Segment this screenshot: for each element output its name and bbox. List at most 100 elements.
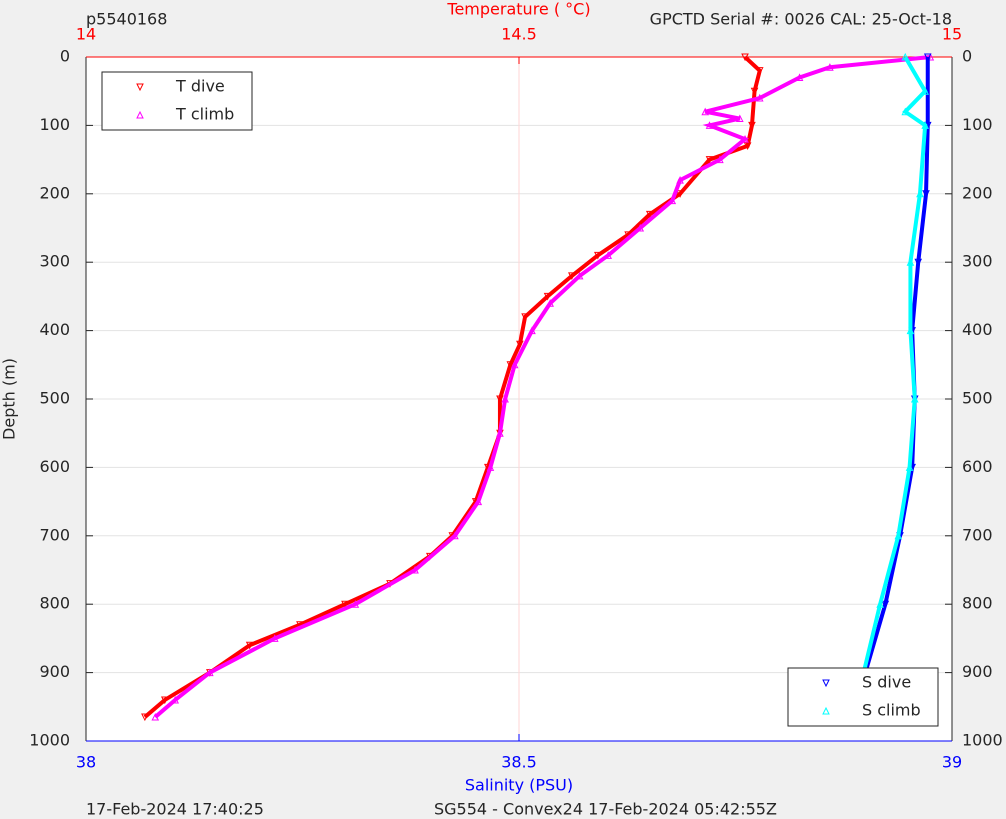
data-point: [748, 121, 756, 130]
data-point: [516, 340, 524, 349]
data-point: [906, 258, 915, 266]
data-point: [755, 67, 764, 75]
data-point: [705, 121, 714, 129]
data-point: [921, 87, 929, 95]
data-point: [593, 251, 602, 260]
data-point: [741, 53, 749, 62]
x2-axis-label: Temperature ( °C): [446, 0, 590, 19]
legend-label: T climb: [175, 105, 234, 124]
data-point: [141, 713, 149, 722]
x-tick-label: 38.5: [501, 753, 537, 772]
data-point: [575, 271, 584, 280]
data-point: [826, 63, 834, 71]
data-point: [521, 313, 529, 322]
data-point: [921, 121, 929, 129]
data-point: [736, 114, 744, 123]
data-point: [510, 360, 519, 369]
y2-tick-label: 0: [962, 47, 972, 66]
y-tick-label: 500: [39, 389, 70, 408]
data-point: [604, 251, 613, 259]
title-left: p5540168: [86, 10, 167, 29]
data-point: [486, 463, 495, 471]
y2-tick-label: 200: [962, 183, 993, 202]
y2-tick-label: 600: [962, 457, 993, 476]
data-point: [528, 326, 536, 335]
data-point: [910, 394, 919, 403]
data-point: [923, 53, 932, 62]
data-point: [543, 292, 552, 301]
y2-tick-label: 900: [962, 662, 993, 681]
data-point: [743, 142, 752, 151]
x-axis-label: Salinity (PSU): [465, 776, 573, 795]
data-point: [270, 634, 279, 642]
data-point: [701, 107, 709, 116]
data-point: [568, 272, 576, 280]
data-point: [906, 326, 915, 335]
series-trace: [853, 55, 928, 718]
data-point: [901, 107, 910, 116]
y-tick-label: 900: [39, 662, 70, 681]
data-point: [914, 258, 923, 267]
data-point: [151, 712, 160, 721]
y2-tick-label: 500: [962, 389, 993, 408]
data-point: [506, 361, 515, 369]
y-tick-label: 800: [39, 594, 70, 613]
data-point: [496, 395, 504, 404]
data-point: [451, 531, 459, 540]
y-tick-label: 600: [39, 457, 70, 476]
series-trace: [153, 55, 931, 719]
y-tick-label: 0: [60, 47, 70, 66]
legend-label: S dive: [862, 673, 911, 692]
data-point: [716, 155, 724, 164]
title-right: GPCTD Serial #: 0026 CAL: 25-Oct-18: [650, 10, 952, 29]
y2-tick-label: 300: [962, 252, 993, 271]
x-tick-label: 39: [942, 753, 962, 772]
legend-label: T dive: [175, 77, 225, 96]
data-point: [750, 87, 759, 96]
y-tick-label: 1000: [29, 731, 70, 750]
y2-tick-label: 700: [962, 525, 993, 544]
data-point: [501, 394, 509, 403]
y-tick-label: 200: [39, 183, 70, 202]
data-point: [901, 52, 910, 61]
x2-tick-label: 14: [76, 25, 96, 44]
data-point: [645, 210, 654, 219]
data-point: [894, 531, 903, 540]
data-point: [916, 189, 924, 198]
legend-box: [787, 667, 939, 727]
y-tick-label: 400: [39, 320, 70, 339]
y2-tick-label: 1000: [962, 731, 1003, 750]
footer-center: SG554 - Convex24 17-Feb-2024 05:42:55Z: [434, 800, 777, 819]
data-point: [160, 696, 169, 705]
x2-tick-label: 15: [942, 25, 962, 44]
y-axis-label: Depth (m): [0, 358, 19, 440]
legend-marker: [822, 706, 830, 715]
y-tick-label: 100: [39, 115, 70, 134]
y2-tick-label: 100: [962, 115, 993, 134]
data-point: [676, 176, 684, 184]
data-point: [668, 196, 677, 205]
data-point: [296, 621, 304, 629]
x-tick-label: 38: [76, 753, 96, 772]
data-point: [795, 73, 804, 82]
data-point: [341, 600, 349, 609]
legend-marker: [136, 83, 144, 92]
data-point: [876, 600, 884, 608]
data-point: [411, 565, 419, 574]
data-point: [922, 190, 930, 198]
y-tick-label: 700: [39, 525, 70, 544]
legend-label: S climb: [862, 701, 921, 720]
data-point: [206, 668, 214, 677]
data-point: [881, 600, 890, 609]
legend-box: [101, 71, 253, 131]
y-tick-label: 300: [39, 252, 70, 271]
data-point: [636, 223, 645, 232]
legend-marker: [136, 110, 144, 119]
data-point: [676, 190, 684, 198]
data-point: [474, 497, 483, 506]
data-point: [171, 695, 180, 704]
data-point: [905, 463, 914, 471]
footer-left: 17-Feb-2024 17:40:25: [86, 800, 264, 819]
y2-tick-label: 400: [962, 320, 993, 339]
